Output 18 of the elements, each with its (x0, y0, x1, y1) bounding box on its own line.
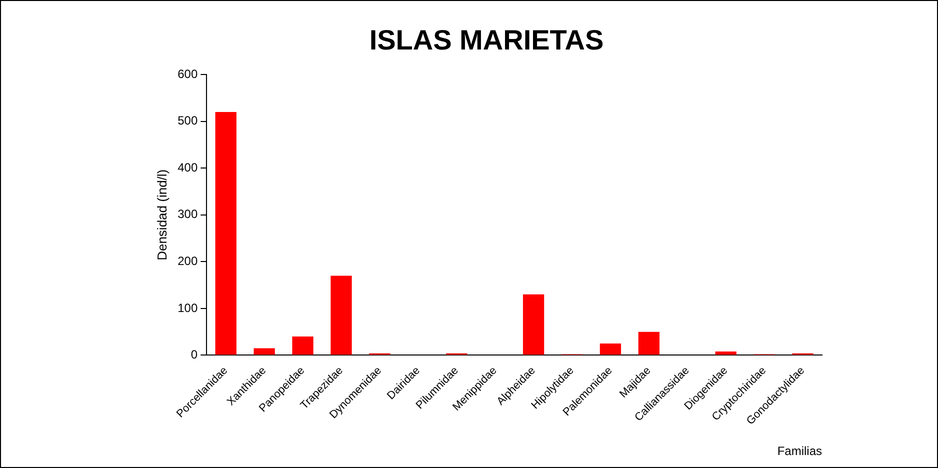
bar (292, 336, 314, 355)
y-tick-label: 400 (178, 160, 198, 174)
y-tick-label: 200 (178, 254, 198, 268)
bar (600, 344, 622, 355)
bar (215, 112, 236, 355)
bar (254, 348, 275, 355)
bar (522, 294, 544, 355)
x-axis-title: Familias (777, 444, 822, 458)
bar (638, 332, 660, 355)
bar (715, 351, 736, 355)
y-tick-label: 600 (178, 66, 198, 81)
y-tick-label: 0 (190, 348, 198, 362)
y-tick-label: 500 (178, 114, 198, 128)
bar (330, 276, 352, 355)
y-axis-title: Densidad (ind/l) (154, 169, 170, 260)
y-tick-label: 300 (178, 207, 198, 222)
y-tick-label: 100 (178, 300, 198, 315)
chart-title: ISLAS MARIETAS (369, 24, 604, 56)
